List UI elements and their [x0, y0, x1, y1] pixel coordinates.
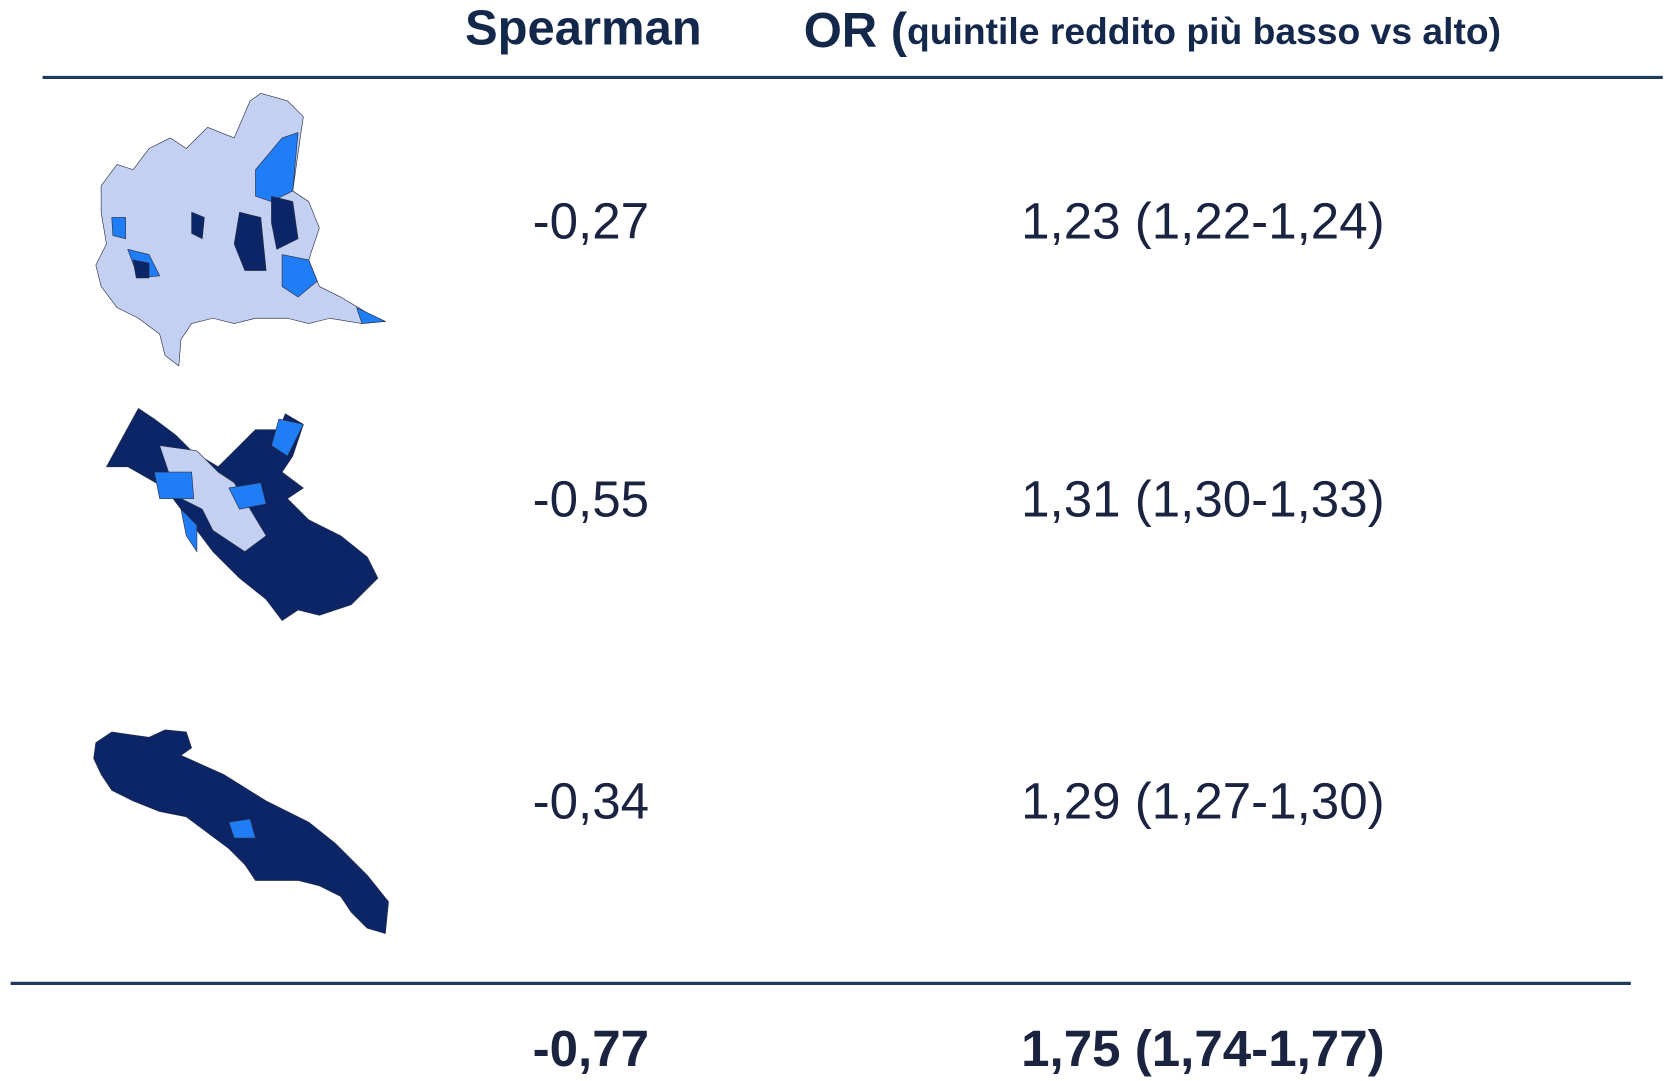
spearman-value: -0,55	[533, 470, 649, 527]
map-lombardia	[95, 93, 386, 367]
or-header: OR (quintile reddito più basso vs alto)	[804, 4, 1501, 58]
total-or: 1,75 (1,74-1,77)	[1021, 1020, 1385, 1077]
or-header-prefix: OR (	[804, 4, 908, 58]
or-value: 1,29 (1,27-1,30)	[1021, 773, 1385, 830]
spearman-header: Spearman	[465, 2, 702, 56]
or-header-detail: quintile reddito più basso vs alto)	[907, 10, 1501, 52]
total-spearman: -0,77	[533, 1020, 649, 1077]
spearman-value: -0,34	[533, 773, 649, 830]
map-puglia	[93, 729, 389, 934]
spearman-value: -0,27	[533, 192, 649, 249]
or-value: 1,31 (1,30-1,33)	[1021, 470, 1385, 527]
map-lazio	[106, 408, 379, 621]
or-value: 1,23 (1,22-1,24)	[1021, 192, 1385, 249]
